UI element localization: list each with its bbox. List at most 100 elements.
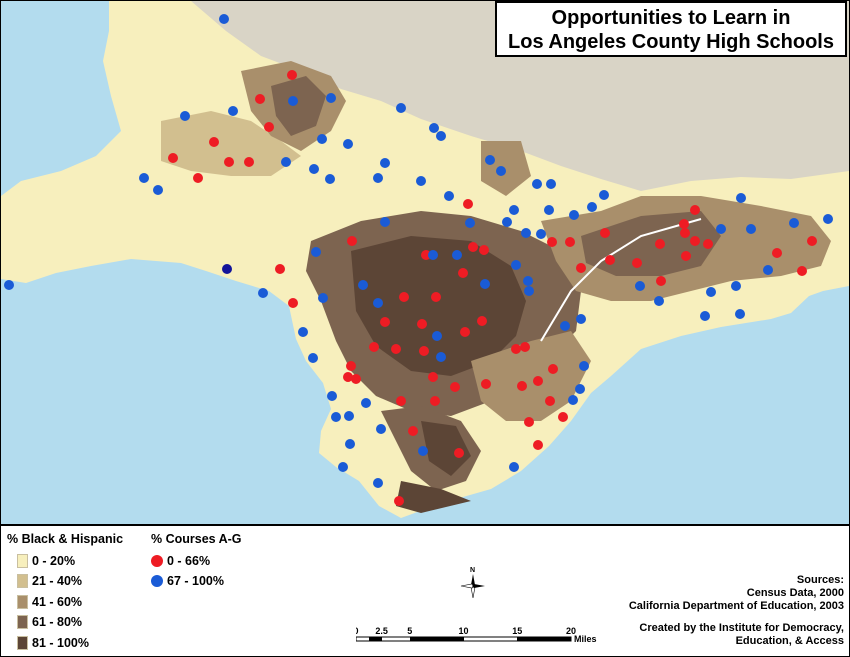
school-point-high — [576, 314, 586, 324]
choropleth-legend-title: % Black & Hispanic — [7, 532, 124, 546]
school-point-high — [560, 321, 570, 331]
school-point-high — [139, 173, 149, 183]
school-point-high — [480, 279, 490, 289]
school-point-low — [807, 236, 817, 246]
sources-note: Sources: Census Data, 2000 California De… — [629, 574, 844, 613]
school-point-low — [287, 70, 297, 80]
legend-point-high: 67 - 100% — [151, 574, 224, 588]
school-point-low — [565, 237, 575, 247]
school-point-high — [509, 205, 519, 215]
legend-swatch — [17, 574, 28, 588]
school-point-low — [244, 157, 254, 167]
school-point-high — [327, 391, 337, 401]
school-point-low — [655, 239, 665, 249]
school-point-high — [219, 14, 229, 24]
school-point-low — [576, 263, 586, 273]
school-point-high — [511, 260, 521, 270]
school-point-low — [193, 173, 203, 183]
school-point-low — [463, 199, 473, 209]
legend-label: 67 - 100% — [167, 574, 224, 588]
school-point-high — [418, 446, 428, 456]
credit-line: Created by the Institute for Democracy, — [639, 622, 844, 634]
school-point-high — [746, 224, 756, 234]
school-point-high — [485, 155, 495, 165]
school-point-high — [416, 176, 426, 186]
school-point-high — [509, 462, 519, 472]
school-point-low — [417, 319, 427, 329]
school-point-high — [258, 288, 268, 298]
legend-label: 0 - 20% — [32, 554, 76, 568]
scale-tick-label: 20 — [566, 626, 576, 636]
school-point-high — [309, 164, 319, 174]
school-point-low — [428, 372, 438, 382]
school-point-high — [325, 174, 335, 184]
legend-class-41-60: 41 - 60% — [17, 595, 82, 609]
north-label: N — [470, 567, 475, 574]
school-point-high — [465, 218, 475, 228]
school-point-low — [545, 396, 555, 406]
school-point-low — [548, 364, 558, 374]
school-point-high — [735, 309, 745, 319]
school-point-low — [679, 219, 689, 229]
school-point-high — [544, 205, 554, 215]
school-point-low — [343, 372, 353, 382]
school-point-low — [533, 376, 543, 386]
school-point-high — [496, 166, 506, 176]
school-point-high — [344, 411, 354, 421]
school-point-high — [432, 331, 442, 341]
school-point-high — [532, 179, 542, 189]
school-point-low — [399, 292, 409, 302]
school-point-low — [419, 346, 429, 356]
school-point-low — [558, 412, 568, 422]
school-point-high — [452, 250, 462, 260]
map-area: Opportunities to Learn in Los Angeles Co… — [1, 1, 849, 524]
legend-class-61-80: 61 - 80% — [17, 615, 82, 629]
school-point-high — [524, 286, 534, 296]
map-canvas — [1, 1, 849, 518]
school-point-high — [521, 228, 531, 238]
school-point-low — [703, 239, 713, 249]
school-point-low — [690, 205, 700, 215]
scale-tick-label: 15 — [512, 626, 522, 636]
school-point-low — [255, 94, 265, 104]
school-point-low — [288, 298, 298, 308]
points-legend-title: % Courses A-G — [151, 532, 242, 546]
school-point-low — [656, 276, 666, 286]
school-point-high — [308, 353, 318, 363]
school-point-high — [536, 229, 546, 239]
sources-heading: Sources: — [796, 574, 844, 586]
school-point-low — [797, 266, 807, 276]
school-point-high — [376, 424, 386, 434]
school-point-high — [579, 361, 589, 371]
school-point-high — [436, 131, 446, 141]
school-point-high — [444, 191, 454, 201]
school-point-low — [520, 342, 530, 352]
legend-swatch — [17, 615, 28, 629]
school-point-low — [209, 137, 219, 147]
school-point-low — [511, 344, 521, 354]
school-point-high — [736, 193, 746, 203]
scale-tick-label: 2.5 — [375, 626, 388, 636]
freeway-line — [540, 218, 702, 342]
legend-label: 81 - 100% — [32, 636, 89, 650]
school-point-high — [326, 93, 336, 103]
school-point-low — [431, 292, 441, 302]
school-point-low — [450, 382, 460, 392]
school-point-high — [587, 202, 597, 212]
school-point-low — [600, 228, 610, 238]
legend-swatch — [17, 595, 28, 609]
school-point-low — [460, 327, 470, 337]
school-point-high — [546, 179, 556, 189]
school-point-low — [408, 426, 418, 436]
school-point-high — [436, 352, 446, 362]
school-point-low — [477, 316, 487, 326]
school-point-high — [763, 265, 773, 275]
school-point-high — [635, 281, 645, 291]
legend-label: 21 - 40% — [32, 574, 83, 588]
legend-class-0-20: 0 - 20% — [17, 554, 75, 568]
map-title-line2: Los Angeles County High Schools — [508, 31, 834, 53]
school-point-high — [502, 217, 512, 227]
school-point-low — [396, 396, 406, 406]
credit-line: Education, & Access — [735, 635, 844, 647]
